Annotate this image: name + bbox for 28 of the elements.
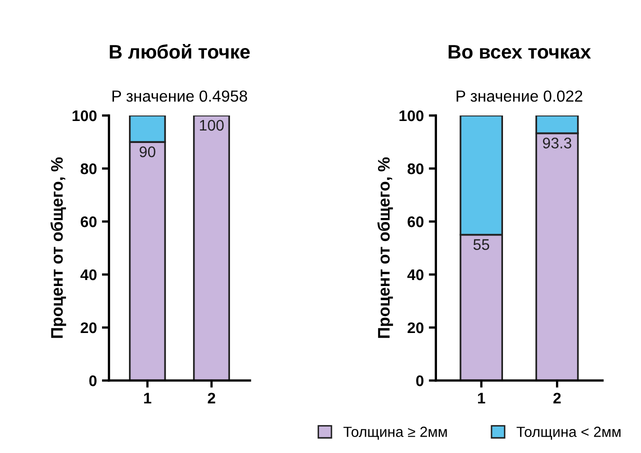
y-tick-label: 40 [80, 269, 97, 280]
x-tick-label: 1 [144, 392, 152, 404]
y-tick-label: 80 [80, 163, 97, 174]
x-tick-label: 1 [478, 392, 486, 404]
chart-subtitle: P значение 0.022 [456, 90, 582, 102]
y-tick-label: 100 [400, 110, 424, 122]
legend-label: Толщина < 2мм [516, 426, 620, 440]
y-tick-label: 20 [408, 322, 424, 334]
y-axis-title: Процент от общего, % [50, 157, 66, 338]
y-tick-label: 80 [408, 163, 424, 174]
data-label: 55 [473, 239, 490, 250]
data-label: 93.3 [542, 138, 572, 148]
chart-title: В любой точке [110, 44, 250, 59]
x-tick-label: 2 [208, 392, 216, 404]
y-tick-label: 60 [80, 216, 97, 228]
chart-title: Во всех точках [448, 45, 591, 59]
y-tick-label: 40 [407, 269, 424, 280]
legend-label: Толщина ≥ 2мм [343, 426, 447, 440]
y-tick-label: 60 [408, 216, 424, 228]
chart-subtitle: P значение 0.4958 [112, 90, 248, 102]
y-tick-label: 100 [72, 110, 97, 122]
y-axis-title: Процент от общего, % [377, 157, 394, 338]
data-label: 100 [200, 120, 224, 131]
y-tick-label: 0 [89, 375, 97, 386]
data-label: 90 [140, 146, 156, 158]
y-tick-label: 20 [80, 322, 97, 334]
y-tick-label: 0 [416, 375, 424, 386]
x-tick-label: 2 [553, 392, 561, 404]
